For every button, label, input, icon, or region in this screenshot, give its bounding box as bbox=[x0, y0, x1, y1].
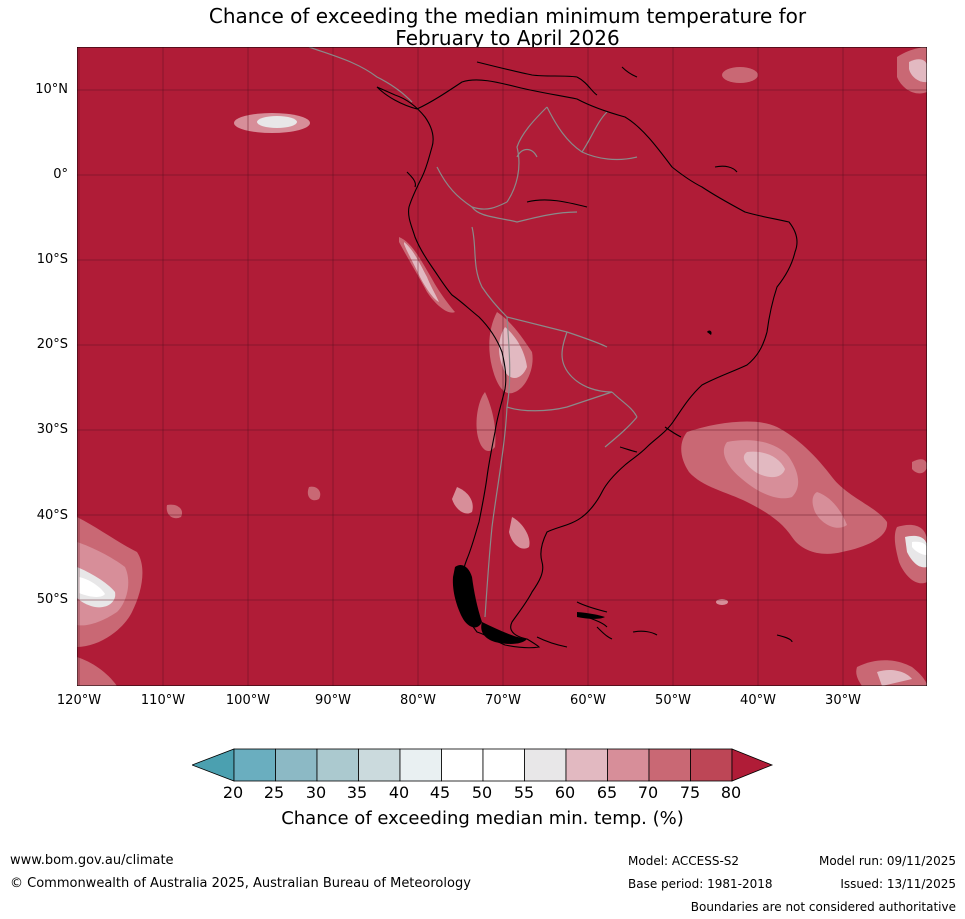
map-title-line2: February to April 2026 bbox=[395, 26, 620, 50]
colorbar-segment bbox=[690, 748, 733, 782]
lon-label-70w: 70°W bbox=[485, 693, 521, 708]
lat-label-0: 0° bbox=[53, 167, 68, 182]
colorbar-label: Chance of exceeding median min. temp. (%… bbox=[281, 808, 684, 829]
coastline bbox=[376, 61, 798, 649]
colorbar-tick-55: 55 bbox=[513, 783, 535, 802]
lon-label-50w: 50°W bbox=[655, 693, 691, 708]
probability-map bbox=[77, 47, 927, 686]
colorbar-tick-75: 75 bbox=[679, 783, 701, 802]
issued-text: Issued: 13/11/2025 bbox=[840, 877, 956, 891]
colorbar-tick-80: 80 bbox=[720, 783, 742, 802]
lon-label-90w: 90°W bbox=[315, 693, 351, 708]
colorbar-segment bbox=[607, 748, 650, 782]
colorbar-tick-70: 70 bbox=[637, 783, 659, 802]
colorbar-segment bbox=[648, 748, 691, 782]
lon-label-80w: 80°W bbox=[400, 693, 436, 708]
website-link[interactable]: www.bom.gov.au/climate bbox=[10, 853, 174, 868]
colorbar-tick-35: 35 bbox=[346, 783, 368, 802]
model-text: Model: ACCESS-S2 bbox=[628, 854, 740, 868]
colorbar-tick-45: 45 bbox=[429, 783, 451, 802]
disclaimer-text: Boundaries are not considered authoritat… bbox=[690, 900, 956, 914]
colorbar-tick-20: 20 bbox=[222, 783, 244, 802]
lon-label-120w: 120°W bbox=[56, 693, 102, 708]
probability-patches bbox=[77, 47, 927, 686]
colorbar-tick-40: 40 bbox=[388, 783, 410, 802]
colorbar-segment bbox=[358, 748, 401, 782]
model-run-text: Model run: 09/11/2025 bbox=[818, 854, 956, 868]
lat-label-10s: 10°S bbox=[36, 252, 68, 267]
base-period-text: Base period: 1981-2018 bbox=[628, 877, 773, 891]
colorbar-tick-25: 25 bbox=[263, 783, 285, 802]
colorbar-segment bbox=[565, 748, 608, 782]
graticule bbox=[77, 47, 927, 686]
lon-label-60w: 60°W bbox=[570, 693, 606, 708]
colorbar-tick-60: 60 bbox=[554, 783, 576, 802]
archipelago bbox=[452, 330, 712, 644]
lon-label-100w: 100°W bbox=[225, 693, 271, 708]
colorbar-segment bbox=[233, 748, 276, 782]
colorbar-tick-65: 65 bbox=[596, 783, 618, 802]
colorbar-extend-low bbox=[192, 748, 235, 782]
lon-label-40w: 40°W bbox=[740, 693, 776, 708]
colorbar-segment bbox=[482, 748, 525, 782]
lat-label-30s: 30°S bbox=[36, 422, 68, 437]
colorbar-tick-30: 30 bbox=[305, 783, 327, 802]
country-borders bbox=[308, 47, 638, 618]
map-title-line1: Chance of exceeding the median minimum t… bbox=[208, 4, 807, 28]
lat-label-10n: 10°N bbox=[35, 82, 68, 97]
south-america-coast bbox=[376, 79, 798, 649]
lat-label-40s: 40°S bbox=[36, 508, 68, 523]
lat-label-20s: 20°S bbox=[36, 337, 68, 352]
lon-label-110w: 110°W bbox=[140, 693, 186, 708]
colorbar-segment bbox=[441, 748, 484, 782]
lat-label-50s: 50°S bbox=[36, 592, 68, 607]
copyright-text: © Commonwealth of Australia 2025, Austra… bbox=[10, 876, 471, 891]
colorbar-segment bbox=[399, 748, 442, 782]
colorbar bbox=[192, 748, 774, 782]
colorbar-tick-50: 50 bbox=[471, 783, 493, 802]
colorbar-segment bbox=[275, 748, 318, 782]
lon-label-30w: 30°W bbox=[825, 693, 861, 708]
colorbar-segment bbox=[524, 748, 567, 782]
colorbar-extend-high bbox=[731, 748, 774, 782]
colorbar-segment bbox=[316, 748, 359, 782]
